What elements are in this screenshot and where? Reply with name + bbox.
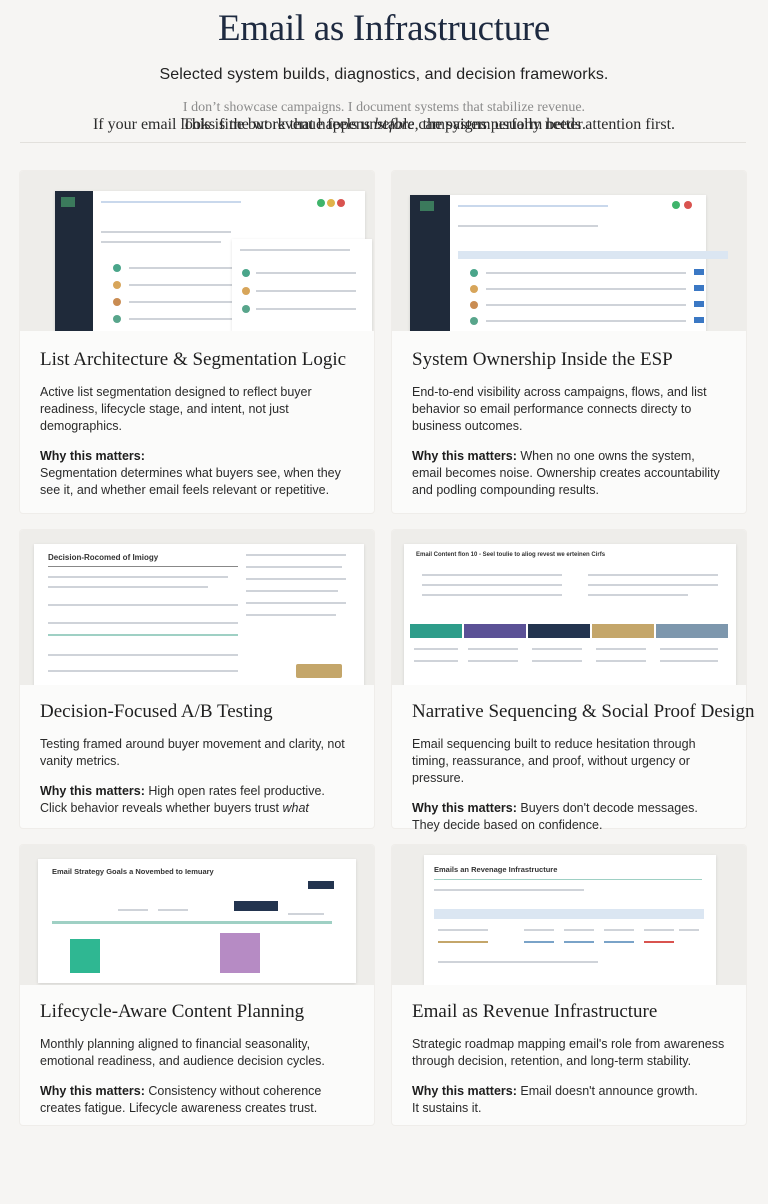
footer-emphasis: before xyxy=(374,116,415,133)
card-revenue-infrastructure[interactable]: Emails an Revenage Infrastructure Email … xyxy=(392,845,746,1125)
thumb-title: Decision-Rocomed of Imiogy xyxy=(48,553,159,562)
card-title: Decision-Focused A/B Testing xyxy=(40,701,273,722)
thumb-title: Email Strategy Goals a Novembed to Iemua… xyxy=(52,867,214,876)
esp-screenshot-mock xyxy=(410,195,728,331)
why-text: Email doesn't announce growth. xyxy=(520,1084,698,1098)
card-lifecycle-planning[interactable]: Email Strategy Goals a Novembed to Iemua… xyxy=(20,845,374,1125)
card-why: Why this matters: Email doesn't announce… xyxy=(412,1083,726,1117)
why-text: High open rates feel productive. Click b… xyxy=(40,784,325,815)
why-label: Why this matters: xyxy=(412,801,517,815)
card-thumbnail: Email Strategy Goals a Novembed to Iemua… xyxy=(20,845,374,985)
ab-report-mock: Decision-Rocomed of Imiogy xyxy=(34,544,364,685)
why-text: Segmentation determines what buyers see,… xyxy=(40,466,341,497)
thumb-title: Emails an Revenage Infrastructure xyxy=(434,865,558,874)
card-narrative-sequencing[interactable]: Email Content flon 10 - Seel toulie to a… xyxy=(392,530,755,832)
card-title: Email as Revenue Infrastructure xyxy=(412,1001,658,1022)
why-text: Buyers don't decode messages. They decid… xyxy=(412,801,698,832)
why-label: Why this matters: xyxy=(412,1084,517,1098)
card-why: Why this matters: Segmentation determines… xyxy=(40,448,354,499)
footer-text: This is the work that happens xyxy=(182,116,371,133)
card-title: System Ownership Inside the ESP xyxy=(412,349,673,370)
card-description: Active list segmentation designed to ref… xyxy=(40,385,312,433)
why-text-line2: It sustains it. xyxy=(412,1101,482,1115)
why-label: Why this matters: xyxy=(40,449,145,463)
esp-panel-mock xyxy=(232,239,372,331)
why-emphasis: what xyxy=(282,801,309,815)
card-thumbnail: Emails an Revenage Infrastructure xyxy=(392,845,746,985)
page-subtitle: Selected system builds, diagnostics, and… xyxy=(159,66,609,83)
card-description: Monthly planning aligned to financial se… xyxy=(40,1037,325,1068)
footer-line-2: If your email looks fine but revenue fee… xyxy=(92,116,676,133)
card-description: End-to-end visibility across campaigns, … xyxy=(412,385,707,433)
page-title: Email as Infrastructure xyxy=(217,8,551,49)
card-thumbnail xyxy=(20,171,374,331)
card-why: Why this matters: Buyers don't decode me… xyxy=(412,800,726,834)
card-thumbnail: Decision-Rocomed of Imiogy xyxy=(20,530,374,685)
card-title: List Architecture & Segmentation Logic xyxy=(40,349,347,370)
why-text: When no one owns the system, email becom… xyxy=(412,449,720,497)
footer-line-1: This is the work that happens before cam… xyxy=(0,116,768,134)
footer-text: campaigns perform better. xyxy=(418,116,586,133)
page-header: Email as Infrastructure Selected system … xyxy=(0,0,768,116)
card-description: Strategic roadmap mapping email's role f… xyxy=(412,1037,725,1068)
why-label: Why this matters: xyxy=(412,449,517,463)
card-description: Email sequencing built to reduce hesitat… xyxy=(412,737,696,785)
thumb-title: Email Content flon 10 - Seel toulie to a… xyxy=(416,552,606,558)
card-why: Why this matters: When no one owns the s… xyxy=(412,448,726,499)
card-why: Why this matters: Consistency without co… xyxy=(40,1083,354,1117)
card-system-ownership[interactable]: System Ownership Inside the ESP End-to-e… xyxy=(392,171,746,513)
why-text: Consistency without coherence creates fa… xyxy=(40,1084,322,1115)
card-why: Why this matters: High open rates feel p… xyxy=(40,783,354,817)
card-ab-testing[interactable]: Decision-Rocomed of Imiogy Decision-Focu… xyxy=(20,530,374,828)
card-title: Lifecycle-Aware Content Planning xyxy=(40,1001,305,1022)
content-flow-mock: Email Content flon 10 - Seel toulie to a… xyxy=(404,544,736,685)
page-tagline: I don’t showcase campaigns. I document s… xyxy=(182,100,586,115)
header-divider xyxy=(20,142,746,143)
card-description: Testing framed around buyer movement and… xyxy=(40,737,345,768)
timeline-mock: Email Strategy Goals a Novembed to Iemua… xyxy=(38,859,356,983)
card-thumbnail: Email Content flon 10 - Seel toulie to a… xyxy=(392,530,746,685)
card-list-architecture[interactable]: List Architecture & Segmentation Logic A… xyxy=(20,171,374,513)
card-thumbnail xyxy=(392,171,746,331)
why-label: Why this matters: xyxy=(40,784,145,798)
revenue-report-mock: Emails an Revenage Infrastructure xyxy=(424,855,716,985)
why-label: Why this matters: xyxy=(40,1084,145,1098)
card-title: Narrative Sequencing & Social Proof Desi… xyxy=(412,701,755,722)
